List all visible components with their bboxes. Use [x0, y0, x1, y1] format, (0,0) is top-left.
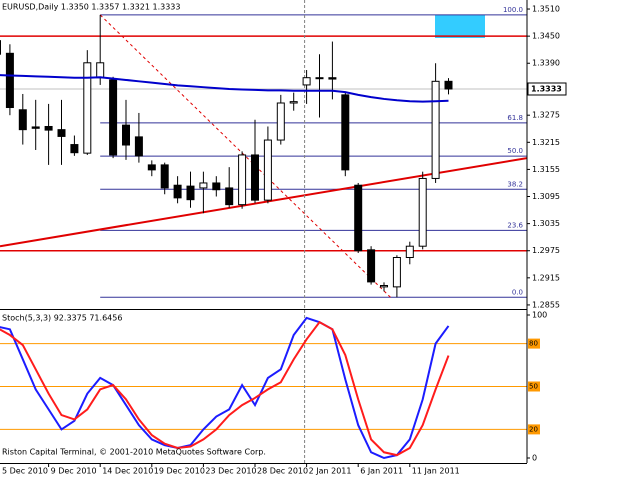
candle-body	[31, 126, 40, 129]
current-price-box	[527, 82, 567, 96]
y-tick-label: 0	[532, 453, 537, 462]
candle-body	[392, 257, 401, 288]
candle-body	[212, 182, 221, 191]
y-tick-label: 1.3215	[532, 138, 560, 147]
candle-body	[380, 285, 388, 288]
fibo-label: 0.0	[512, 288, 523, 296]
y-tick-label: 100	[532, 311, 547, 320]
level-label: 50	[529, 383, 538, 391]
candle-body	[109, 79, 118, 156]
level-box	[528, 424, 540, 435]
candle-body	[44, 125, 53, 131]
candle-body	[186, 185, 195, 201]
fibo-label: 100.0	[503, 6, 523, 14]
axes: 1.3510 1.3450 1.3390 1.3275 1.3215 1.3155 1.30…	[0, 0, 567, 476]
x-tick-label: 28 Dec 2010	[257, 467, 308, 476]
fibo-diagonal	[99, 14, 391, 298]
x-tick-label: 6 Jan 2011	[360, 467, 403, 476]
x-tick-label: 5 Dec 2010	[2, 467, 48, 476]
y-tick-label: 1.2975	[532, 246, 560, 255]
candle-body	[70, 144, 79, 154]
chart-title: EURUSD,Daily 1.3350 1.3357 1.3321 1.3333	[2, 3, 181, 12]
candle-body	[199, 182, 208, 189]
x-tick-label: 23 Dec 2010	[205, 467, 256, 476]
x-tick-label: 11 Jan 2011	[412, 467, 460, 476]
candle-body	[431, 80, 440, 179]
y-tick-label: 1.3155	[532, 165, 560, 174]
candle-body	[96, 62, 105, 79]
fibo-label: 38.2	[507, 180, 523, 188]
y-tick-label: 1.3390	[532, 59, 560, 68]
candle-body	[289, 101, 298, 104]
candle-body	[83, 62, 92, 154]
y-tick-label: 1.3035	[532, 219, 560, 228]
candle-body	[276, 102, 285, 141]
candle-body	[251, 154, 259, 201]
candle-body	[18, 109, 27, 131]
candle-body	[160, 164, 169, 189]
rectangle-object	[435, 15, 485, 38]
level-label: 20	[529, 425, 538, 433]
level-box	[528, 338, 540, 349]
candle-body	[341, 94, 350, 171]
candle-body	[328, 77, 337, 80]
fibo-label: 50.0	[507, 147, 523, 155]
fibo-label: 61.8	[507, 114, 523, 122]
y-tick-label: 1.2915	[532, 273, 560, 282]
candle-body	[147, 164, 156, 171]
x-tick-label: 2 Jan 2011	[309, 467, 352, 476]
stochastic-panel	[0, 310, 527, 463]
candle-body	[122, 124, 130, 146]
candle-body	[444, 80, 453, 90]
stoch-line	[0, 316, 450, 460]
y-tick-label: 1.3095	[532, 192, 560, 201]
candle-body	[0, 40, 1, 55]
price-panel: 100.0 61.8 50.0 38.2 23.6 0.0	[0, 0, 527, 309]
candle-body	[418, 177, 427, 247]
y-tick-label: 1.3275	[532, 111, 560, 120]
y-tick-label: 1.3510	[532, 5, 560, 14]
candle-body	[5, 52, 14, 109]
x-tick-label: 14 Dec 2010	[102, 467, 153, 476]
candle-body	[57, 129, 66, 137]
candle-body	[173, 184, 182, 199]
current-price-label: 1.3333	[531, 84, 562, 93]
candle-body	[302, 77, 311, 86]
candle-body	[238, 154, 247, 206]
candle-body	[354, 184, 363, 252]
copyright: Riston Capital Terminal, © 2001-2010 Met…	[2, 448, 266, 457]
candle-body	[405, 245, 414, 259]
stoch-line	[0, 320, 450, 457]
level-label: 80	[529, 340, 538, 348]
x-tick-label: 19 Dec 2010	[154, 467, 205, 476]
fibo-label: 23.6	[507, 221, 523, 229]
candle-body	[367, 249, 376, 283]
candle-body	[134, 136, 143, 157]
candle-body	[263, 139, 272, 201]
candle-body	[315, 77, 324, 80]
moving-average	[0, 74, 449, 103]
level-box	[528, 381, 540, 392]
candle-body	[225, 187, 234, 206]
y-tick-label: 1.2855	[532, 300, 560, 309]
indicator-title: Stoch(5,3,3) 92.3375 71.6456	[2, 314, 122, 323]
y-tick-label: 1.3450	[532, 32, 560, 41]
x-tick-label: 9 Dec 2010	[51, 467, 97, 476]
